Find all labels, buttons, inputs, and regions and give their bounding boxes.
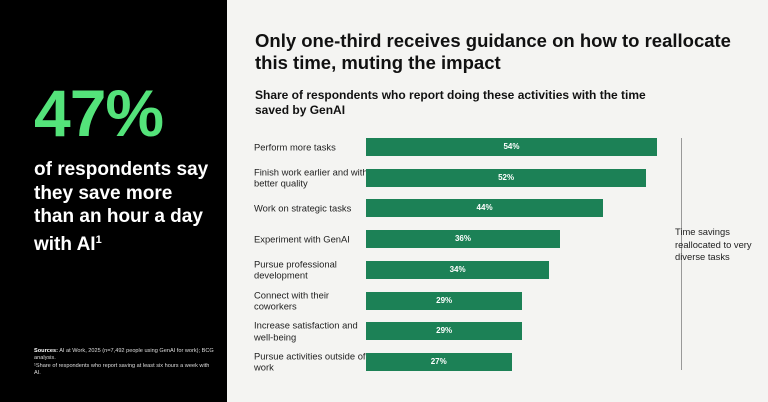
bar: 54% [366,138,657,156]
left-panel: 47% of respondents say they save more th… [0,0,227,402]
data-label: 54% [503,142,520,151]
category-label: Work on strategic tasks [254,202,352,214]
category-label: Experiment with GenAI [254,233,350,245]
category-label: Pursue professional development [254,258,337,281]
bar: 29% [366,291,523,310]
sources-text: AI at Work, 2025 (n=7,492 people using G… [34,348,214,362]
data-label: 29% [436,295,453,305]
data-label: 29% [436,326,453,336]
sources-note: Sources: AI at Work, 2025 (n=7,492 peopl… [34,348,214,378]
bar: 34% [366,260,550,279]
category-label: Finish work earlier and with better qual… [254,166,368,189]
bar: 29% [366,322,523,341]
data-label: 36% [454,234,471,244]
bar: 36% [366,230,560,249]
stat-description-text: of respondents say they save more than a… [34,159,209,255]
chart-panel: Only one-third receives guidance on how … [227,0,768,402]
stat-description: of respondents say they save more than a… [34,158,214,256]
annotation-bracket [681,138,682,370]
category-label: Increase satisfaction and well-being [254,319,358,343]
data-label: 52% [498,172,515,182]
footnote-text: ¹Share of respondents who report saving … [34,362,210,377]
data-label: 44% [476,203,493,213]
chart-subtitle: Share of respondents who report doing th… [255,88,646,117]
category-label: Pursue activities outside of work [254,350,366,373]
footnote-marker: 1 [95,233,102,246]
data-label: 27% [430,356,447,366]
headline-stat: 47% [34,76,164,150]
bar: 52% [366,168,647,187]
chart-annotation: Time savings reallocated to very diverse… [675,226,752,262]
chart-title: Only one-third receives guidance on how … [255,30,731,73]
bar: 27% [366,352,512,371]
category-label: Perform more tasks [254,141,336,153]
sources-label: Sources: [34,348,58,354]
data-label: 34% [449,264,466,274]
bar: 44% [366,199,604,218]
category-label: Connect with their coworkers [254,289,330,312]
